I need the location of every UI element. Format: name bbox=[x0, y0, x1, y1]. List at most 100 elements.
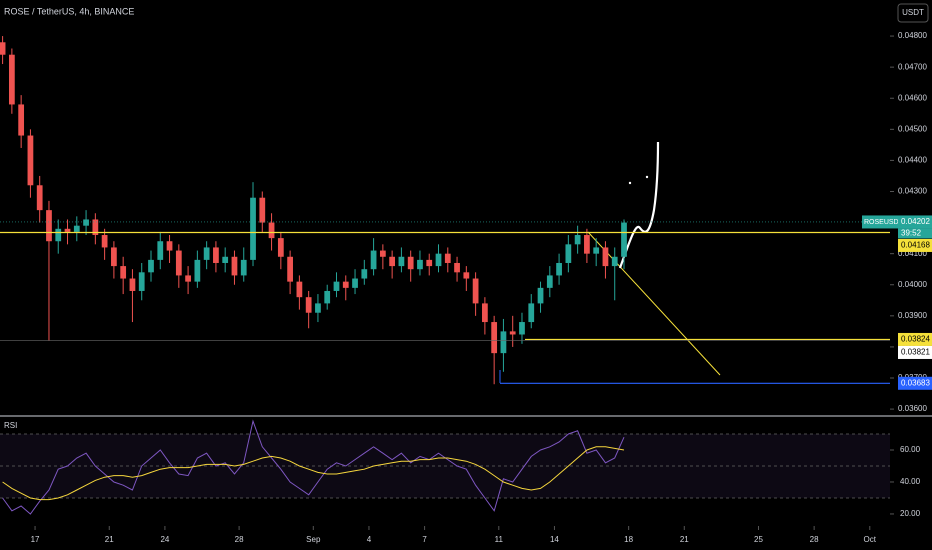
candle-body bbox=[611, 256, 618, 267]
candle-body bbox=[240, 259, 247, 276]
candle-body bbox=[129, 278, 136, 291]
candle-body bbox=[546, 275, 553, 288]
candle-body bbox=[528, 303, 535, 323]
level-label-box bbox=[898, 332, 932, 346]
candle-body bbox=[537, 287, 544, 304]
x-tick-label: 21 bbox=[105, 535, 114, 544]
x-tick-label: 7 bbox=[422, 535, 427, 544]
candle-body bbox=[203, 247, 210, 260]
x-tick-label: 14 bbox=[550, 535, 559, 544]
candle-body bbox=[92, 219, 99, 236]
candle-body bbox=[370, 250, 377, 270]
y-tick-label: 0.04100 bbox=[898, 249, 927, 258]
x-tick-label: 25 bbox=[754, 535, 763, 544]
chart-title: ROSE / TetherUS, 4h, BINANCE bbox=[4, 6, 134, 16]
level-label-box bbox=[898, 238, 932, 252]
trend-line bbox=[587, 231, 721, 376]
candle-body bbox=[138, 272, 145, 291]
candle-body bbox=[315, 303, 321, 313]
candle-body bbox=[352, 278, 358, 288]
candle-body bbox=[185, 275, 191, 282]
candle-body bbox=[389, 256, 396, 267]
candle-body bbox=[305, 297, 312, 313]
candle-body bbox=[8, 54, 15, 105]
x-tick-label: Sep bbox=[306, 535, 321, 544]
y-tick-label: 0.03900 bbox=[898, 311, 927, 320]
countdown-box bbox=[898, 228, 932, 239]
candle-body bbox=[259, 197, 266, 223]
currency-button-label[interactable]: USDT bbox=[902, 8, 924, 17]
candle-body bbox=[157, 241, 164, 260]
candle-body bbox=[463, 272, 470, 279]
y-tick-label: 0.04000 bbox=[898, 280, 927, 289]
candle-body bbox=[101, 235, 108, 248]
candle-body bbox=[83, 219, 89, 226]
candle-body bbox=[231, 256, 238, 276]
y-tick-label: 0.04400 bbox=[898, 156, 927, 165]
rsi-line bbox=[2, 446, 625, 501]
candle-body bbox=[342, 281, 349, 288]
candle-body bbox=[277, 238, 284, 257]
x-tick-label: Oct bbox=[864, 535, 877, 544]
drawing-dot bbox=[645, 175, 649, 179]
rsi-y-tick-label: 60.00 bbox=[900, 445, 921, 454]
level-label-box bbox=[898, 376, 932, 390]
candle-body bbox=[194, 259, 201, 282]
candle-body bbox=[111, 247, 117, 267]
candle-body bbox=[500, 331, 507, 354]
candle-body bbox=[472, 278, 479, 304]
last-price-symbol: ROSEUSDT bbox=[864, 219, 904, 226]
candle-body bbox=[444, 253, 451, 263]
level-label-box bbox=[898, 345, 932, 359]
candle-body bbox=[602, 247, 609, 267]
candle-body bbox=[379, 250, 386, 257]
candle-body bbox=[584, 235, 590, 254]
candle-body bbox=[148, 259, 154, 273]
currency-button[interactable] bbox=[897, 3, 929, 23]
x-tick-label: 11 bbox=[495, 535, 504, 544]
candle-body bbox=[296, 281, 303, 298]
candle-body bbox=[213, 247, 219, 263]
candle-body bbox=[593, 247, 600, 254]
x-tick-label: 28 bbox=[810, 535, 819, 544]
candle-body bbox=[417, 259, 423, 270]
candle-body bbox=[222, 256, 229, 263]
candle-body bbox=[509, 331, 516, 335]
level-label: 0.03824 bbox=[901, 335, 930, 344]
y-tick-label: 0.04600 bbox=[898, 93, 927, 102]
x-tick-label: 28 bbox=[235, 535, 244, 544]
drawing-dot bbox=[628, 181, 632, 185]
rsi-y-tick-label: 40.00 bbox=[900, 477, 921, 486]
y-tick-label: 0.04300 bbox=[898, 187, 927, 196]
rsi-y-tick-label: 20.00 bbox=[900, 509, 921, 518]
candle-body bbox=[621, 222, 627, 257]
candle-body bbox=[55, 228, 62, 242]
candle-body bbox=[398, 256, 405, 267]
candle-body bbox=[565, 244, 572, 263]
y-tick-label: 0.04500 bbox=[898, 124, 927, 133]
candle-body bbox=[519, 322, 525, 335]
candle-body bbox=[324, 290, 331, 304]
countdown: 39:52 bbox=[901, 229, 922, 238]
level-label: 0.04168 bbox=[901, 241, 930, 250]
candle-body bbox=[333, 281, 340, 291]
candle-body bbox=[166, 241, 173, 251]
candle-body bbox=[175, 250, 182, 276]
candle-body bbox=[18, 104, 25, 136]
candle-body bbox=[120, 266, 127, 279]
candle-body bbox=[556, 262, 562, 276]
x-tick-label: 4 bbox=[367, 535, 372, 544]
candle-body bbox=[73, 225, 80, 232]
last-price-box bbox=[898, 215, 932, 229]
candle-body bbox=[407, 256, 414, 270]
y-tick-label: 0.04800 bbox=[898, 31, 927, 40]
rsi-line bbox=[2, 419, 625, 515]
rsi-title: RSI bbox=[4, 421, 17, 430]
last-price-symbol-box bbox=[862, 215, 898, 229]
hand-drawing bbox=[618, 141, 660, 269]
candle-body bbox=[482, 303, 488, 323]
candle-body bbox=[454, 262, 460, 273]
candle-body bbox=[250, 197, 256, 260]
candle-body bbox=[64, 228, 71, 232]
